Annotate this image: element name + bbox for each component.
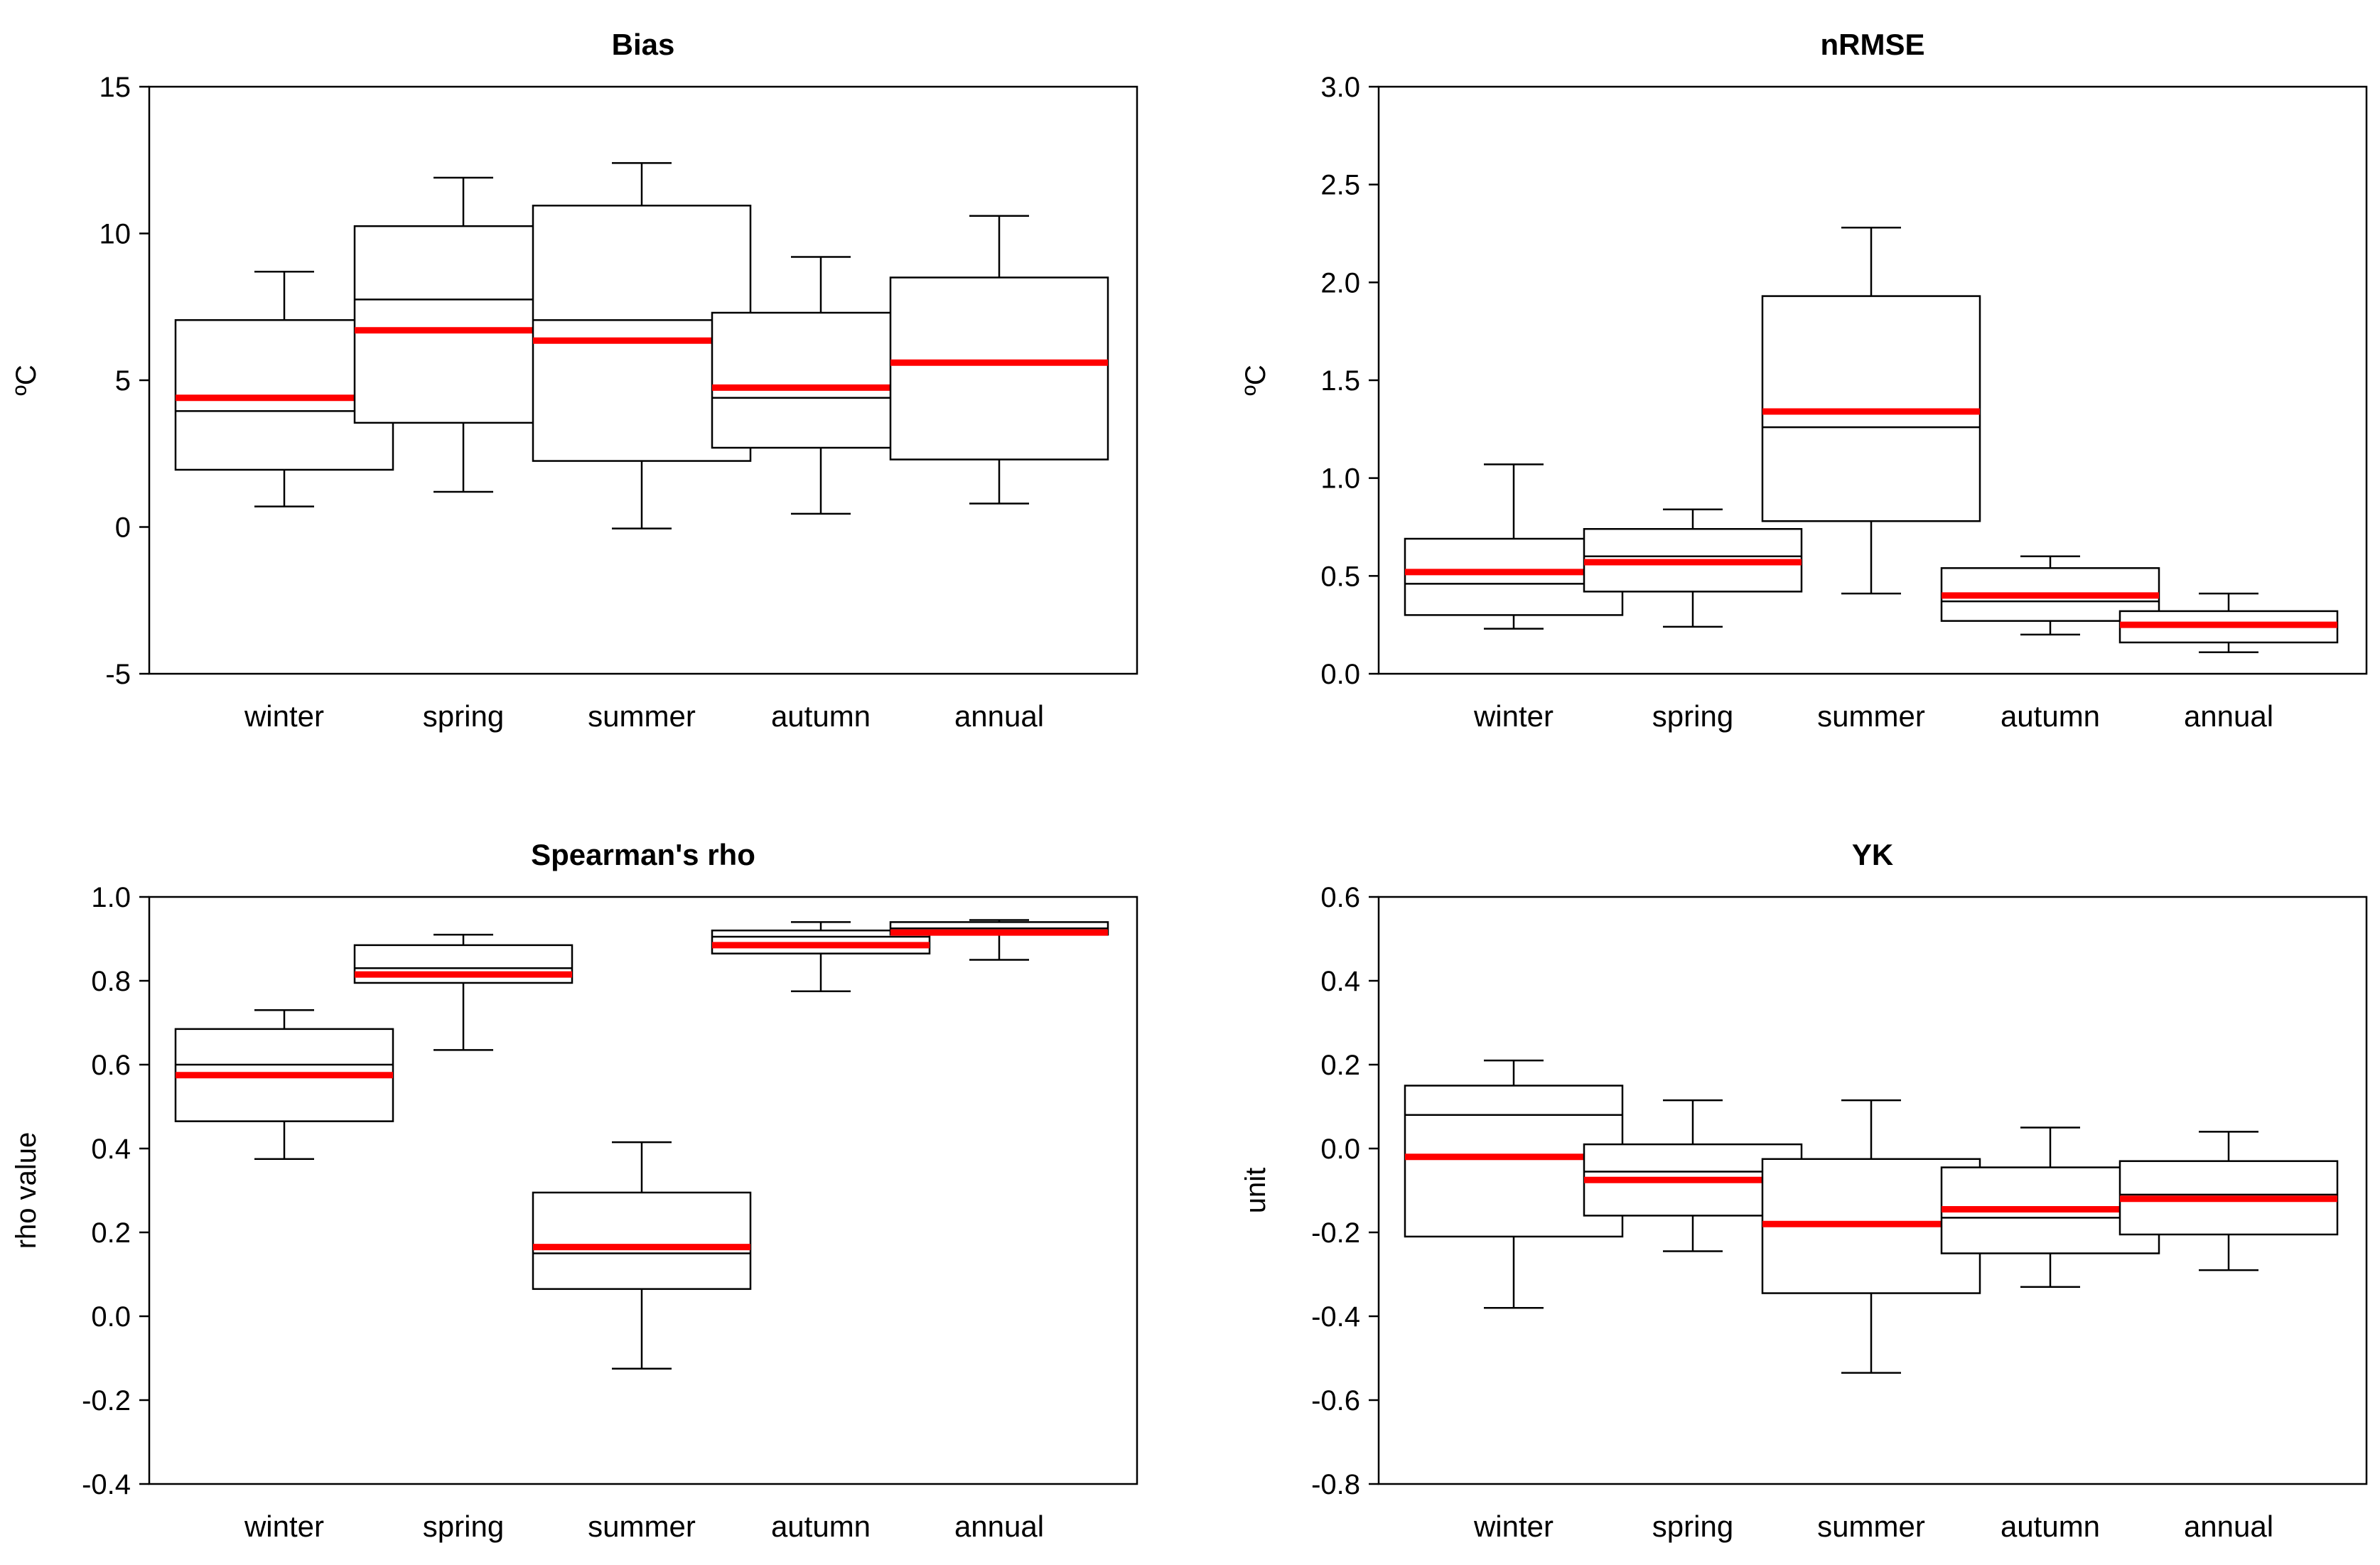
y-tick-label: 0.0 bbox=[91, 1301, 131, 1333]
y-tick-label: 1.0 bbox=[1320, 463, 1360, 495]
chart-title: YK bbox=[1852, 838, 1893, 871]
y-tick-label: 10 bbox=[99, 219, 131, 250]
x-tick-label: spring bbox=[423, 1510, 504, 1543]
box-summer bbox=[532, 1141, 752, 1370]
y-tick-label: 0.2 bbox=[1320, 1050, 1360, 1081]
x-tick-label: summer bbox=[1817, 699, 1925, 733]
chart-panel-4: YK unit -0.8 -0.6 -0.4 -0.2 0.0 0.2 0.4 0.6 winter… bbox=[1240, 838, 2368, 1543]
x-tick-label: summer bbox=[588, 699, 696, 733]
iqr-box bbox=[532, 1191, 752, 1290]
x-tick-label: winter bbox=[1473, 699, 1554, 733]
x-tick-label: autumn bbox=[771, 699, 871, 733]
y-tick-label: 0.8 bbox=[91, 966, 131, 997]
y-tick-label: 3.0 bbox=[1320, 72, 1360, 103]
x-tick-label: winter bbox=[244, 699, 324, 733]
y-tick-label: 2.5 bbox=[1320, 170, 1360, 201]
y-tick-label: 2.0 bbox=[1320, 267, 1360, 299]
x-tick-label: summer bbox=[1817, 1510, 1925, 1543]
y-tick-label: 0.4 bbox=[1320, 966, 1360, 997]
x-tick-label: winter bbox=[244, 1510, 324, 1543]
y-axis-label: rho value bbox=[11, 1132, 42, 1249]
x-tick-label: winter bbox=[1473, 1510, 1554, 1543]
plot-frame bbox=[1377, 85, 2368, 675]
y-axis-label: unit bbox=[1240, 1168, 1271, 1214]
y-tick-label: -0.4 bbox=[82, 1469, 131, 1500]
y-tick-label: 15 bbox=[99, 72, 131, 103]
x-tick-label: annual bbox=[2184, 699, 2273, 733]
plot-frame bbox=[148, 85, 1138, 675]
y-tick-label: -0.2 bbox=[82, 1385, 131, 1416]
chart-panel-3: Spearman's rho rho value -0.4 -0.2 0.0 0.2 0.4… bbox=[11, 838, 1138, 1543]
y-tick-label: -0.4 bbox=[1311, 1301, 1360, 1333]
x-tick-label: annual bbox=[954, 699, 1044, 733]
box-annual bbox=[889, 919, 1109, 961]
y-tick-label: 0 bbox=[115, 512, 131, 544]
chart-panel-1: Bias ºC -5 0 5 10 15 winter spring summer autumn an… bbox=[11, 28, 1138, 733]
y-tick-label: 0.4 bbox=[91, 1134, 131, 1165]
y-tick-label: 0.6 bbox=[1320, 882, 1360, 913]
y-tick-label: -0.8 bbox=[1311, 1469, 1360, 1500]
x-tick-label: summer bbox=[588, 1510, 696, 1543]
x-tick-label: spring bbox=[1652, 1510, 1733, 1543]
y-tick-label: 5 bbox=[115, 365, 131, 397]
chart-title: Bias bbox=[612, 28, 675, 61]
chart-title: nRMSE bbox=[1821, 28, 1925, 61]
y-tick-label: 0.2 bbox=[91, 1217, 131, 1249]
box-annual bbox=[889, 215, 1109, 505]
y-tick-label: 0.6 bbox=[91, 1050, 131, 1081]
box-winter bbox=[174, 1009, 394, 1160]
y-tick-label: 1.0 bbox=[91, 882, 131, 913]
x-tick-label: autumn bbox=[2001, 1510, 2100, 1543]
x-tick-label: annual bbox=[2184, 1510, 2273, 1543]
y-tick-label: 0.5 bbox=[1320, 561, 1360, 592]
x-tick-label: spring bbox=[1652, 699, 1733, 733]
y-tick-label: -5 bbox=[105, 659, 131, 690]
y-tick-label: 0.0 bbox=[1320, 1134, 1360, 1165]
chart-title: Spearman's rho bbox=[531, 838, 755, 871]
plot-frame bbox=[148, 896, 1138, 1485]
box-summer bbox=[1761, 226, 1981, 595]
box-spring bbox=[353, 933, 574, 1051]
x-tick-label: annual bbox=[954, 1510, 1044, 1543]
chart-panel-2: nRMSE ºC 0.0 0.5 1.0 1.5 2.0 2.5 3.0 winter spring… bbox=[1240, 28, 2368, 733]
box-spring bbox=[1583, 508, 1803, 628]
plot-frame bbox=[1377, 896, 2368, 1485]
y-axis-label: ºC bbox=[11, 365, 42, 396]
y-tick-label: -0.6 bbox=[1311, 1385, 1360, 1416]
y-tick-label: 0.0 bbox=[1320, 659, 1360, 690]
x-tick-label: autumn bbox=[2001, 699, 2100, 733]
y-tick-label: 1.5 bbox=[1320, 365, 1360, 397]
y-axis-label: ºC bbox=[1240, 365, 1271, 396]
x-tick-label: autumn bbox=[771, 1510, 871, 1543]
box-annual bbox=[2118, 1131, 2339, 1271]
x-tick-label: spring bbox=[423, 699, 504, 733]
y-tick-label: -0.2 bbox=[1311, 1217, 1360, 1249]
box-annual bbox=[2118, 592, 2339, 653]
iqr-box bbox=[889, 276, 1109, 461]
